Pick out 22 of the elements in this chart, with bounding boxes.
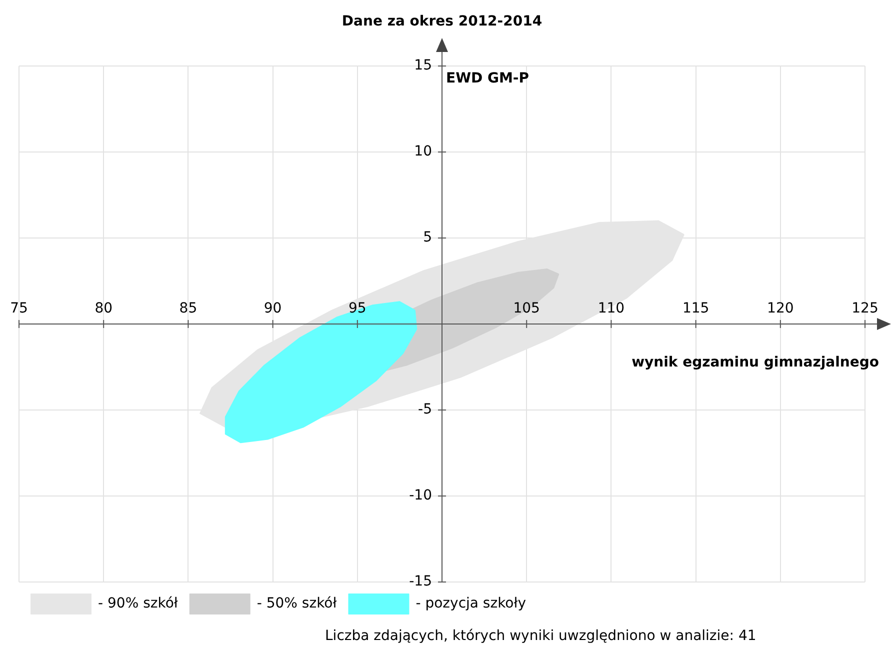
y-tick-label: -15 xyxy=(409,574,432,590)
x-tick-label: 75 xyxy=(10,300,28,317)
text: Liczba zdających, których wyniki uwzględniono w analizie: 41 xyxy=(325,628,756,644)
x-tick-label: 105 xyxy=(513,300,540,317)
y-tick-label: 5 xyxy=(423,230,432,246)
x-tick-label: 80 xyxy=(94,300,113,317)
chart-title: Dane za okres 2012-2014 xyxy=(342,14,542,30)
y-axis-title: EWD GM-P xyxy=(446,70,529,87)
x-tick-label: 115 xyxy=(682,300,710,317)
legend-label: - 90% szkół xyxy=(98,596,178,612)
x-axis-title: wynik egzaminu gimnazjalnego xyxy=(632,354,880,371)
x-tick-label: 110 xyxy=(598,300,625,317)
x-tick-label: 90 xyxy=(264,300,282,317)
x-tick-label: 120 xyxy=(767,300,794,317)
legend-label: - 50% szkół xyxy=(256,596,337,612)
x-tick-label: 125 xyxy=(852,300,878,317)
y-tick-label: -5 xyxy=(418,402,432,418)
legend-label: - pozycja szkoły xyxy=(416,596,526,612)
x-tick-label: 85 xyxy=(179,300,198,317)
y-tick-label: 15 xyxy=(414,58,432,74)
y-tick-label: -10 xyxy=(409,488,432,504)
y-tick-label: 10 xyxy=(414,144,432,160)
